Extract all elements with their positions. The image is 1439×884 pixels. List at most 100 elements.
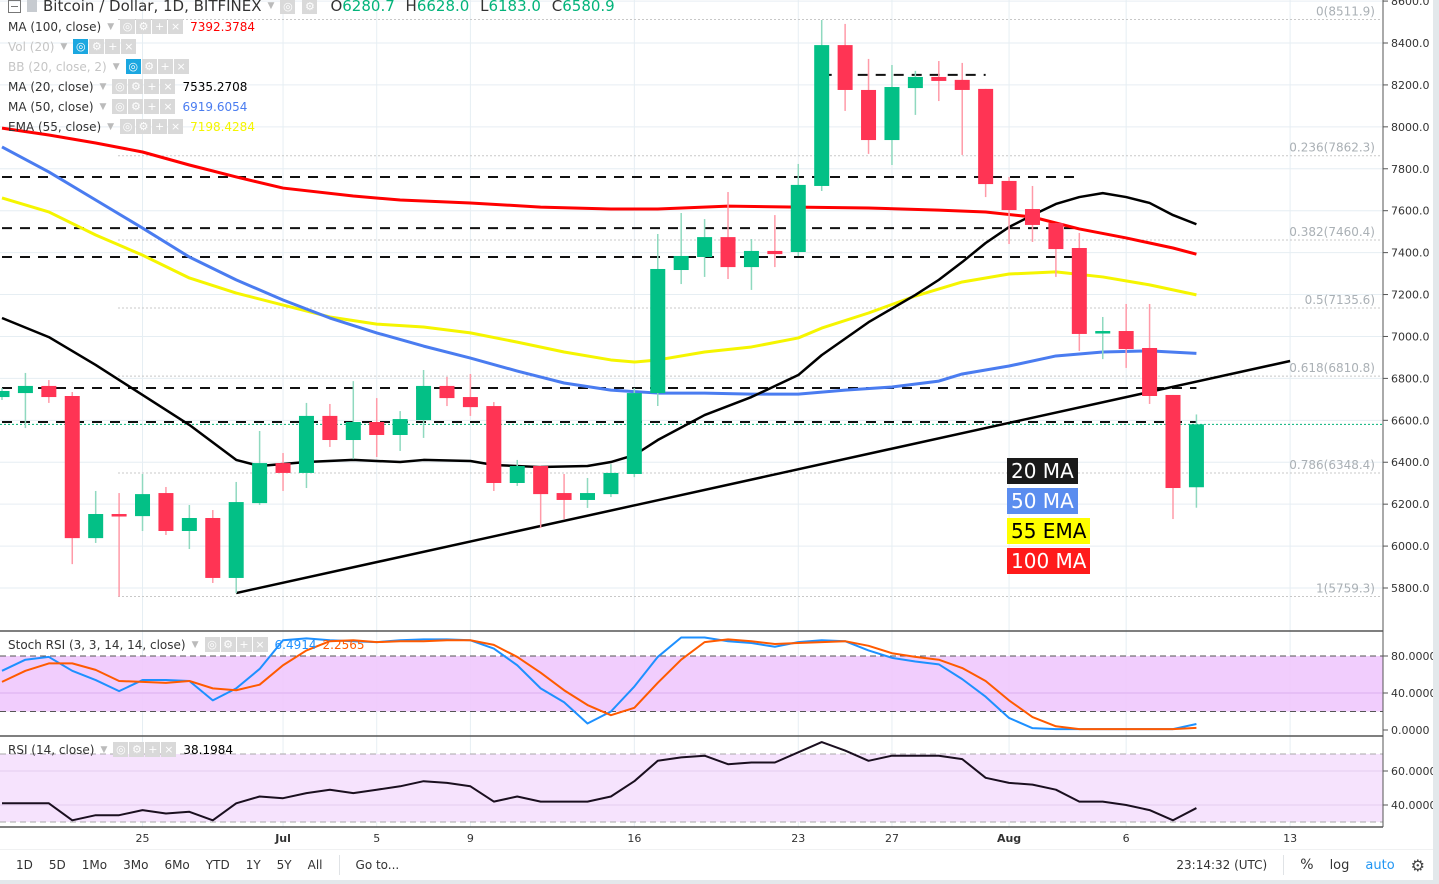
candle[interactable] xyxy=(603,464,619,498)
eye-icon[interactable]: ◎ xyxy=(120,19,136,34)
range-button-1mo[interactable]: 1Mo xyxy=(81,858,108,872)
eye-icon[interactable]: ◎ xyxy=(204,637,220,652)
range-button-3mo[interactable]: 3Mo xyxy=(123,858,149,872)
candle[interactable] xyxy=(298,402,314,489)
candle[interactable] xyxy=(509,459,525,486)
candle[interactable] xyxy=(135,473,151,531)
candle[interactable] xyxy=(416,370,432,438)
candle[interactable] xyxy=(228,481,244,594)
eye-icon[interactable]: ◎ xyxy=(280,0,296,14)
gear-icon[interactable]: ⚙ xyxy=(128,79,144,94)
gear-icon[interactable]: ⚙ xyxy=(136,19,152,34)
indicator-label[interactable]: Vol (20) xyxy=(8,39,55,54)
gear-icon[interactable]: ⚙ xyxy=(89,39,105,54)
candle[interactable] xyxy=(392,411,408,451)
caret-down-icon[interactable]: ▼ xyxy=(99,101,107,112)
candle[interactable] xyxy=(837,23,853,111)
candle[interactable] xyxy=(1165,394,1181,520)
candle[interactable] xyxy=(1118,303,1134,368)
gear-icon[interactable]: ⚙ xyxy=(128,99,144,114)
caret-down-icon[interactable]: ▼ xyxy=(267,1,275,11)
close-icon[interactable]: × xyxy=(168,19,184,34)
indicator-label[interactable]: MA (50, close) xyxy=(8,99,94,114)
candle[interactable] xyxy=(907,70,923,115)
candle[interactable] xyxy=(1001,176,1017,245)
collapse-icon[interactable] xyxy=(8,0,21,13)
plus-icon[interactable]: + xyxy=(157,59,173,74)
trendline[interactable] xyxy=(235,359,1291,595)
symbol-title[interactable]: Bitcoin / Dollar, 1D, BITFINEX xyxy=(43,0,262,15)
candle[interactable] xyxy=(181,505,197,550)
candle[interactable] xyxy=(861,58,877,154)
caret-down-icon[interactable]: ▼ xyxy=(191,639,199,650)
candle[interactable] xyxy=(884,65,900,165)
range-button-6mo[interactable]: 6Mo xyxy=(164,858,190,872)
candle[interactable] xyxy=(205,510,221,583)
indicator-label[interactable]: MA (20, close) xyxy=(8,79,94,94)
gear-icon[interactable]: ⚙ xyxy=(1410,855,1425,875)
eye-icon[interactable]: ◎ xyxy=(112,99,128,114)
close-icon[interactable]: × xyxy=(161,742,177,757)
candle[interactable] xyxy=(556,473,572,520)
close-icon[interactable]: × xyxy=(252,637,268,652)
clock-time[interactable]: 23:14:32 (UTC) xyxy=(1176,858,1268,872)
candle[interactable] xyxy=(1071,232,1087,351)
candle[interactable] xyxy=(1188,414,1204,508)
goto-button[interactable]: Go to... xyxy=(355,858,400,872)
indicator-label[interactable]: MA (100, close) xyxy=(8,19,102,34)
gear-icon[interactable]: ⚙ xyxy=(141,59,157,74)
eye-icon[interactable]: ◎ xyxy=(112,79,128,94)
caret-down-icon[interactable]: ▼ xyxy=(100,744,108,755)
candle[interactable] xyxy=(111,493,127,597)
plus-icon[interactable]: + xyxy=(236,637,252,652)
candle[interactable] xyxy=(486,402,502,491)
range-button-1d[interactable]: 1D xyxy=(16,858,33,872)
caret-down-icon[interactable]: ▼ xyxy=(99,81,107,92)
gear-icon[interactable]: ⚙ xyxy=(129,742,145,757)
candle[interactable] xyxy=(1024,185,1040,242)
candle[interactable] xyxy=(17,372,33,429)
candle[interactable] xyxy=(720,192,736,280)
plus-icon[interactable]: + xyxy=(144,99,160,114)
gear-icon[interactable]: ⚙ xyxy=(220,637,236,652)
candle[interactable] xyxy=(275,453,291,491)
rsi-label[interactable]: RSI (14, close) xyxy=(8,742,95,757)
eye-icon[interactable]: ◎ xyxy=(120,119,136,134)
candle[interactable] xyxy=(790,163,806,256)
auto-toggle[interactable]: auto xyxy=(1365,857,1395,873)
candle[interactable] xyxy=(0,388,10,400)
percent-toggle[interactable]: % xyxy=(1300,857,1314,873)
gear-icon[interactable]: ⚙ xyxy=(136,119,152,134)
caret-down-icon[interactable]: ▼ xyxy=(112,61,120,72)
close-icon[interactable]: × xyxy=(121,39,137,54)
flag-icon[interactable] xyxy=(27,0,37,12)
caret-down-icon[interactable]: ▼ xyxy=(107,21,115,32)
candle[interactable] xyxy=(814,19,830,191)
close-icon[interactable]: × xyxy=(168,119,184,134)
plus-icon[interactable]: + xyxy=(144,79,160,94)
candle[interactable] xyxy=(767,215,783,268)
caret-down-icon[interactable]: ▼ xyxy=(60,41,68,52)
candle[interactable] xyxy=(462,373,478,416)
candle[interactable] xyxy=(439,376,455,407)
eye-icon[interactable]: ◎ xyxy=(73,39,89,54)
log-toggle[interactable]: log xyxy=(1329,857,1350,873)
range-button-all[interactable]: All xyxy=(307,858,323,872)
eye-icon[interactable]: ◎ xyxy=(125,59,141,74)
stoch-rsi-label[interactable]: Stoch RSI (3, 3, 14, 14, close) xyxy=(8,637,186,652)
range-button-ytd[interactable]: YTD xyxy=(205,858,230,872)
indicator-label[interactable]: EMA (55, close) xyxy=(8,119,102,134)
candle[interactable] xyxy=(41,380,57,403)
candle[interactable] xyxy=(252,431,268,506)
chart-canvas[interactable]: 8600.0 8400.0 8200.0 8000.0 7800.0 7600.0 7400… xyxy=(0,0,1439,850)
candle[interactable] xyxy=(697,219,713,277)
candle[interactable] xyxy=(1095,316,1111,360)
candle[interactable] xyxy=(1048,223,1064,277)
candle[interactable] xyxy=(322,403,338,447)
candle[interactable] xyxy=(64,392,80,565)
plus-icon[interactable]: + xyxy=(145,742,161,757)
range-button-5y[interactable]: 5Y xyxy=(276,858,292,872)
candle[interactable] xyxy=(978,88,994,198)
plus-icon[interactable]: + xyxy=(105,39,121,54)
candle[interactable] xyxy=(673,213,689,285)
